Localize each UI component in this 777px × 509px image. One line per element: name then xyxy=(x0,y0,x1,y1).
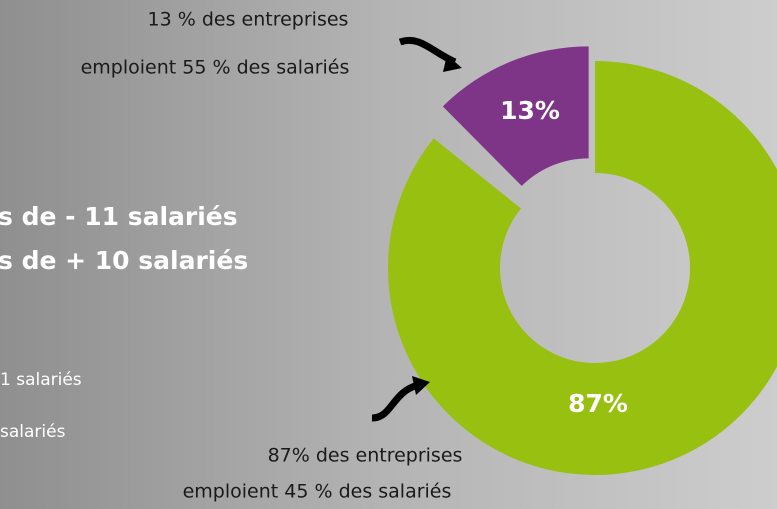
arrow xyxy=(371,381,420,422)
annotation: 87% des entreprises xyxy=(268,445,463,467)
arrows xyxy=(371,37,462,422)
value-label: 87% xyxy=(568,389,628,418)
arrow-head xyxy=(412,376,430,395)
arrow-head xyxy=(443,55,462,72)
side-text: salariés xyxy=(0,422,66,442)
side-text: 1 salariés xyxy=(0,370,82,390)
side-text: s de + 10 salariés xyxy=(0,246,248,275)
value-label: 13% xyxy=(500,96,560,125)
pie-slice xyxy=(388,61,777,475)
annotation: emploient 55 % des salariés xyxy=(81,57,350,79)
annotation: 13 % des entreprises xyxy=(148,9,349,31)
pie-slice xyxy=(442,46,589,186)
side-text: s de - 11 salariés xyxy=(0,202,238,231)
annotation: emploient 45 % des salariés xyxy=(183,481,452,503)
